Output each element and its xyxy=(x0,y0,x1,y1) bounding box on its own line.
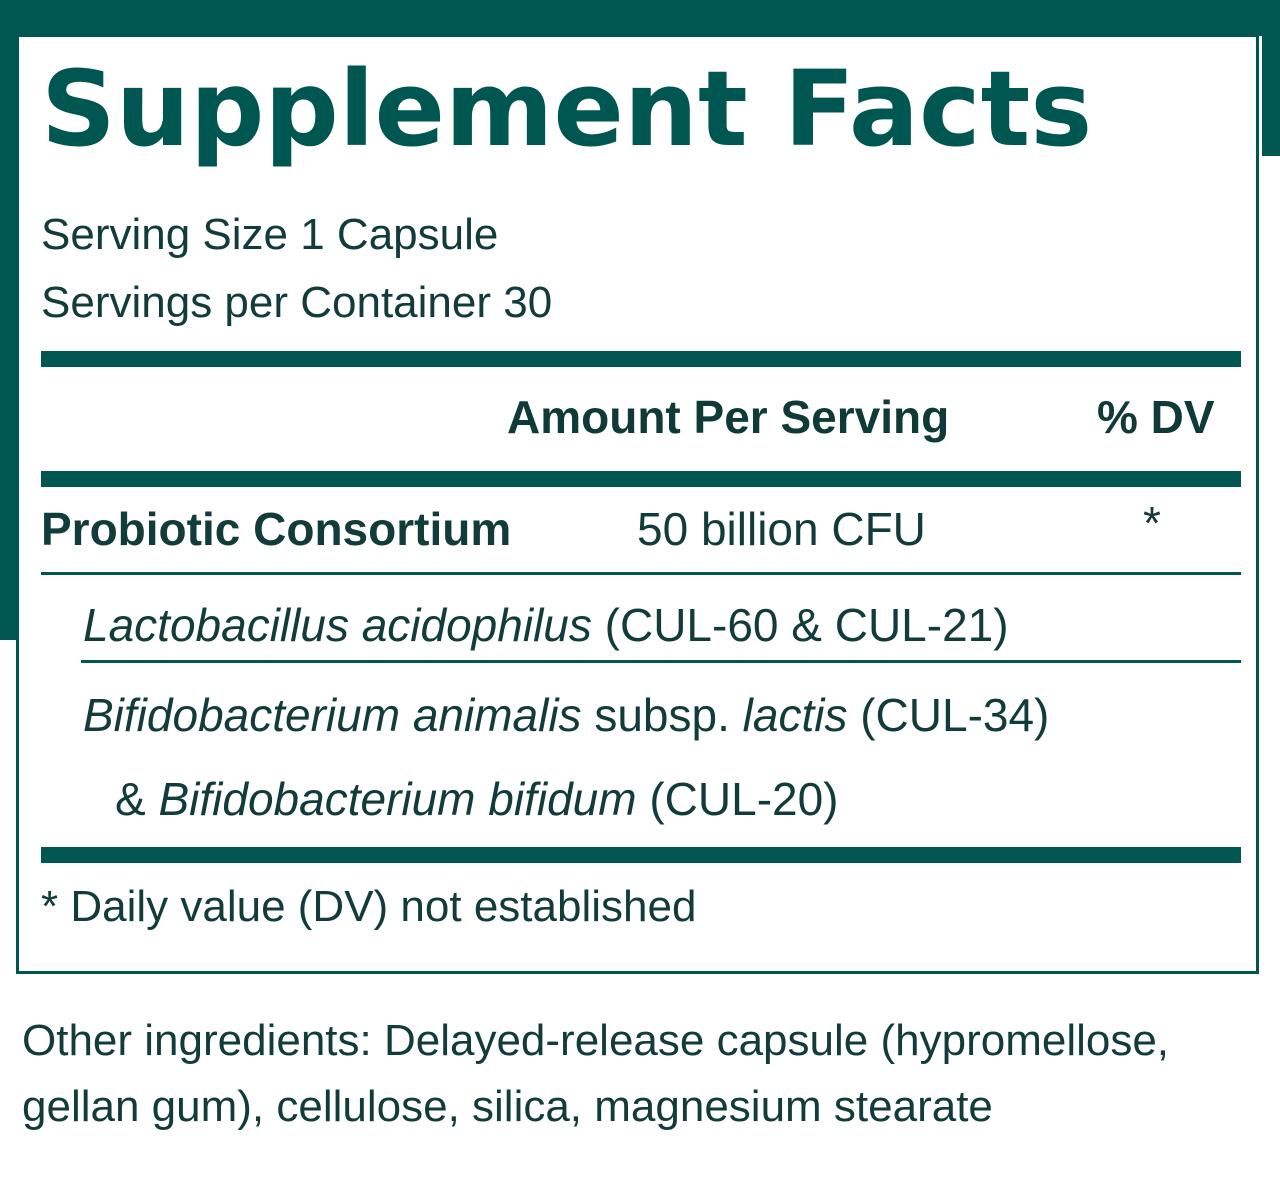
strain-line-3: & Bifidobacterium bifidum (CUL-20) xyxy=(115,769,839,829)
servings-per-container: Servings per Container 30 xyxy=(41,278,553,327)
species-name: Bifidobacterium bifidum xyxy=(158,773,637,825)
subspecies-name: lactis xyxy=(742,689,848,741)
strain-line-1: Lactobacillus acidophilus (CUL-60 & CUL-… xyxy=(83,595,1009,655)
divider-thick xyxy=(41,471,1241,487)
amount-per-serving-header: Amount Per Serving xyxy=(507,391,950,443)
subspecies-label: subsp. xyxy=(594,689,730,741)
left-brand-band xyxy=(0,0,18,640)
strain-codes: (CUL-20) xyxy=(649,773,839,825)
supplement-facts-panel: Supplement Facts Serving Size 1 Capsule … xyxy=(16,34,1259,974)
other-ingredients: Other ingredients: Delayed-release capsu… xyxy=(22,1016,1170,1131)
daily-value-footnote: * Daily value (DV) not established xyxy=(41,882,697,931)
divider-thick xyxy=(41,351,1241,367)
divider-thin xyxy=(41,572,1241,575)
strain-line-2: Bifidobacterium animalis subsp. lactis (… xyxy=(83,685,1049,745)
ingredient-dv: * xyxy=(1143,497,1161,549)
ampersand: & xyxy=(115,773,146,825)
strain-codes: (CUL-60 & CUL-21) xyxy=(604,599,1009,651)
panel-title: Supplement Facts xyxy=(41,48,1093,170)
right-brand-band xyxy=(1262,0,1280,156)
daily-value-header: % DV xyxy=(1097,391,1215,443)
divider-thick xyxy=(41,847,1241,863)
ingredient-amount: 50 billion CFU xyxy=(637,503,926,555)
species-name: Bifidobacterium animalis xyxy=(83,689,582,741)
strain-codes: (CUL-34) xyxy=(860,689,1050,741)
top-brand-band xyxy=(0,0,1280,36)
divider-thin xyxy=(81,660,1241,663)
serving-size: Serving Size 1 Capsule xyxy=(41,210,499,259)
species-name: Lactobacillus acidophilus xyxy=(83,599,592,651)
ingredient-name: Probiotic Consortium xyxy=(41,503,512,555)
